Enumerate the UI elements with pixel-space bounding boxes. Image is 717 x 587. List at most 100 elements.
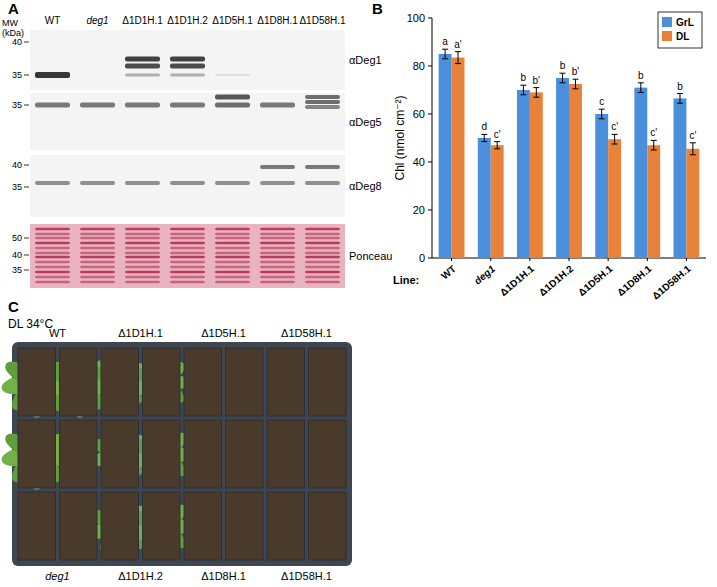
pot bbox=[226, 348, 264, 416]
error-bar bbox=[481, 134, 487, 141]
band bbox=[305, 105, 340, 109]
band bbox=[35, 237, 70, 240]
band bbox=[260, 247, 295, 250]
band bbox=[125, 266, 160, 269]
error-bar-cap bbox=[520, 94, 526, 95]
pot bbox=[309, 348, 347, 416]
error-bar-stem bbox=[445, 49, 446, 59]
error-bar-cap bbox=[494, 148, 500, 149]
legend-label: DL bbox=[676, 31, 689, 42]
lane-label: Δ1D58H.1 bbox=[299, 15, 346, 26]
error-bar bbox=[599, 109, 605, 119]
error-bar-stem bbox=[497, 142, 498, 149]
pot bbox=[226, 492, 264, 560]
y-tick-label: 0 bbox=[419, 252, 425, 264]
blot-row: 35αDeg5 bbox=[12, 93, 382, 150]
band bbox=[305, 228, 340, 231]
y-axis-label: Chl (nmol cm⁻²) bbox=[393, 95, 407, 180]
mw-label: 35 bbox=[12, 100, 22, 110]
error-bar-cap bbox=[520, 85, 526, 86]
pot bbox=[60, 420, 98, 488]
error-bar-cap bbox=[690, 154, 696, 155]
band bbox=[170, 57, 205, 62]
significance-letter: b bbox=[560, 60, 566, 71]
band bbox=[80, 242, 115, 245]
blot-membrane bbox=[30, 155, 345, 217]
error-bar bbox=[442, 49, 448, 59]
bar bbox=[674, 98, 687, 258]
significance-letter: b bbox=[521, 72, 527, 83]
error-bar bbox=[572, 79, 578, 89]
x-tick bbox=[569, 258, 570, 261]
error-bar-cap bbox=[612, 134, 618, 135]
mw-tick bbox=[24, 75, 29, 76]
error-bar-cap bbox=[560, 73, 566, 74]
error-bar-stem bbox=[484, 134, 485, 141]
band bbox=[170, 266, 205, 269]
antibody-label: αDeg1 bbox=[349, 54, 382, 66]
band bbox=[80, 233, 115, 236]
pot bbox=[101, 492, 139, 560]
lane-label: Δ1D5H.1 bbox=[212, 15, 253, 26]
bar bbox=[439, 54, 452, 258]
lane-label: deg1 bbox=[86, 15, 108, 26]
band bbox=[35, 276, 70, 279]
band bbox=[170, 247, 205, 250]
error-bar-cap bbox=[572, 88, 578, 89]
mw-tick bbox=[24, 42, 29, 43]
pot bbox=[184, 492, 222, 560]
band bbox=[125, 242, 160, 245]
band bbox=[305, 281, 340, 284]
band bbox=[125, 281, 160, 284]
mw-label: 50 bbox=[12, 233, 22, 243]
genotype-label: Δ1D1H.2 bbox=[118, 570, 163, 582]
bar bbox=[478, 138, 491, 258]
error-bar-stem bbox=[458, 52, 459, 64]
significance-letter: b bbox=[677, 81, 683, 92]
band bbox=[215, 181, 250, 185]
blot-row: 4035αDeg1 bbox=[12, 30, 382, 90]
band bbox=[215, 266, 250, 269]
pot bbox=[309, 492, 347, 560]
band bbox=[80, 276, 115, 279]
error-bar bbox=[533, 88, 539, 98]
error-bar-cap bbox=[442, 58, 448, 59]
band bbox=[170, 242, 205, 245]
error-bar-cap bbox=[638, 82, 644, 83]
band bbox=[260, 261, 295, 264]
pot bbox=[226, 420, 264, 488]
error-bar bbox=[690, 143, 696, 155]
panel-label: B bbox=[372, 0, 383, 17]
band bbox=[80, 271, 115, 274]
band bbox=[35, 281, 70, 284]
y-axis bbox=[432, 18, 433, 258]
mw-tick bbox=[24, 238, 29, 239]
x-tick-label: Δ1D8H.1 bbox=[615, 263, 654, 298]
significance-letter: c' bbox=[611, 121, 618, 132]
band bbox=[35, 271, 70, 274]
x-tick bbox=[647, 258, 648, 261]
significance-letter: c bbox=[599, 96, 604, 107]
error-bar bbox=[612, 134, 618, 144]
genotype-label: WT bbox=[49, 327, 66, 339]
band bbox=[215, 271, 250, 274]
error-bar-cap bbox=[481, 141, 487, 142]
genotype-label: Δ1D58H.1 bbox=[281, 570, 332, 582]
y-tick bbox=[428, 114, 432, 115]
mw-label: 35 bbox=[12, 182, 22, 192]
band bbox=[170, 64, 205, 69]
x-tick bbox=[608, 258, 609, 261]
band bbox=[170, 74, 205, 77]
error-bar bbox=[520, 85, 526, 95]
lane-label: Δ1D1H.2 bbox=[167, 15, 208, 26]
significance-letter: b bbox=[638, 70, 644, 81]
band bbox=[305, 233, 340, 236]
bar bbox=[686, 149, 699, 258]
error-bar-cap bbox=[638, 92, 644, 93]
bar bbox=[647, 145, 660, 258]
pot bbox=[143, 348, 181, 416]
error-bar-stem bbox=[523, 85, 524, 95]
mw-tick bbox=[24, 105, 29, 106]
panel-label: C bbox=[8, 298, 19, 315]
band bbox=[305, 271, 340, 274]
